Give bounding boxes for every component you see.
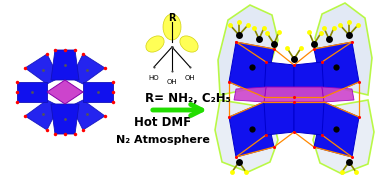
Text: R: R [168,13,176,23]
Polygon shape [264,102,294,135]
Text: OH: OH [185,75,195,81]
Ellipse shape [180,36,198,52]
Polygon shape [315,3,372,95]
Polygon shape [17,82,47,102]
Ellipse shape [163,14,181,40]
Polygon shape [51,50,79,80]
Polygon shape [264,62,294,97]
Polygon shape [314,102,359,157]
Polygon shape [229,102,274,157]
Text: HO: HO [149,75,159,81]
Polygon shape [294,62,324,97]
Polygon shape [25,100,59,130]
Polygon shape [264,87,324,102]
Polygon shape [71,54,105,84]
Polygon shape [229,42,274,97]
Polygon shape [51,104,79,134]
Text: R= NH₂, C₂H₅: R= NH₂, C₂H₅ [145,91,231,104]
Polygon shape [234,87,266,102]
Polygon shape [71,100,105,130]
Polygon shape [215,100,278,172]
Polygon shape [218,5,278,95]
Polygon shape [83,82,113,102]
Polygon shape [294,102,324,135]
Polygon shape [25,54,59,84]
Ellipse shape [146,36,164,52]
Text: N₂ Atmosphere: N₂ Atmosphere [116,135,210,145]
Polygon shape [47,80,83,104]
Polygon shape [313,100,374,174]
Polygon shape [322,87,354,102]
Polygon shape [314,42,359,97]
Text: OH: OH [167,79,177,85]
Text: Hot DMF: Hot DMF [135,116,192,129]
